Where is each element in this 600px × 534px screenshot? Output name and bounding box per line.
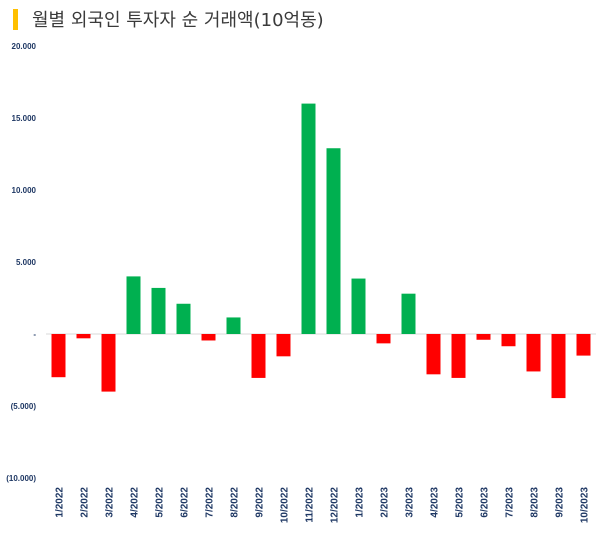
x-tick-label: 1/2023 xyxy=(355,487,366,518)
x-tick-label: 8/2022 xyxy=(230,487,241,518)
bar-7-2023 xyxy=(501,334,516,347)
x-tick-label: 5/2022 xyxy=(155,487,166,518)
y-tick-label: 5.000 xyxy=(16,258,37,267)
bar-10-2023 xyxy=(576,334,591,356)
x-tick-label: 8/2023 xyxy=(530,487,541,518)
bar-6-2023 xyxy=(476,334,491,340)
bar-7-2022 xyxy=(201,334,216,341)
bar-2-2022 xyxy=(76,334,91,339)
bar-8-2022 xyxy=(226,317,241,334)
x-tick-label: 10/2022 xyxy=(280,487,291,524)
bar-6-2022 xyxy=(176,303,191,334)
x-tick-label: 2/2023 xyxy=(380,487,391,518)
x-tick-label: 9/2022 xyxy=(255,487,266,518)
x-tick-label: 6/2023 xyxy=(480,487,491,518)
x-tick-label: 3/2022 xyxy=(105,487,116,518)
bar-5-2023 xyxy=(451,334,466,378)
bar-10-2022 xyxy=(276,334,291,357)
bar-9-2023 xyxy=(551,334,566,399)
y-tick-label: 15.000 xyxy=(12,114,37,123)
x-tick-label: 12/2022 xyxy=(330,487,341,524)
bar-4-2022 xyxy=(126,276,141,334)
x-tick-label: 9/2023 xyxy=(555,487,566,518)
bar-1-2022 xyxy=(51,334,66,378)
title-accent-bar xyxy=(13,9,18,30)
y-axis: 20.000 15.000 10.000 5.000 - (5.000) (10.000) xyxy=(6,42,596,483)
x-tick-label: 5/2023 xyxy=(455,487,466,518)
y-tick-label: (10.000) xyxy=(6,474,36,483)
bar-9-2022 xyxy=(251,334,266,378)
x-tick-label: 6/2022 xyxy=(180,487,191,518)
x-tick-label: 4/2023 xyxy=(430,487,441,518)
y-tick-label: 10.000 xyxy=(12,186,37,195)
x-axis: 1/2022 2/2022 3/2022 4/2022 5/2022 6/2022 7/20… xyxy=(55,487,591,524)
x-tick-label: 11/2022 xyxy=(305,487,316,523)
x-tick-label: 3/2023 xyxy=(405,487,416,518)
y-tick-label: - xyxy=(33,330,36,339)
bar-5-2022 xyxy=(151,287,166,334)
bar-3-2022 xyxy=(101,334,116,392)
bar-3-2023 xyxy=(401,293,416,334)
bar-11-2022 xyxy=(301,103,316,334)
bars-group xyxy=(51,103,591,399)
x-tick-label: 2/2022 xyxy=(80,487,91,518)
x-tick-label: 4/2022 xyxy=(130,487,141,518)
x-tick-label: 10/2023 xyxy=(580,487,591,524)
bar-1-2023 xyxy=(351,278,366,334)
bar-12-2022 xyxy=(326,148,341,334)
chart-title: 월별 외국인 투자자 순 거래액(10억동) xyxy=(32,10,324,31)
y-tick-label: (5.000) xyxy=(11,402,37,411)
bar-8-2023 xyxy=(526,334,541,372)
bar-2-2023 xyxy=(376,334,391,344)
y-tick-label: 20.000 xyxy=(12,42,37,51)
x-tick-label: 7/2023 xyxy=(505,487,516,518)
bar-4-2023 xyxy=(426,334,441,375)
x-tick-label: 1/2022 xyxy=(55,487,66,518)
x-tick-label: 7/2022 xyxy=(205,487,216,518)
